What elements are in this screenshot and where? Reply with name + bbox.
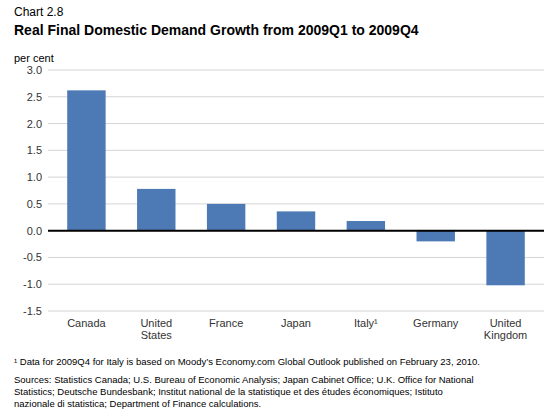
y-tick-label: 2.5 [27, 91, 42, 103]
zero-line [48, 230, 544, 232]
title: Real Final Domestic Demand Growth from 2… [14, 22, 419, 38]
x-tick-label-line: France [209, 317, 243, 329]
chart-label: Chart 2.8 [14, 5, 64, 19]
x-tick-label: UnitedStates [140, 317, 172, 341]
footnote: ¹ Data for 2009Q4 for Italy is based on … [14, 356, 480, 367]
x-tick-label: Canada [67, 317, 106, 329]
chart: Chart 2.8 Real Final Domestic Demand Grow… [0, 0, 560, 417]
x-tick-label: UnitedKingdom [484, 317, 527, 341]
grid-line [48, 150, 544, 151]
grid-line [48, 123, 544, 124]
bars [67, 90, 525, 285]
x-tick-label-line: Germany [413, 317, 459, 329]
x-tick-label: France [209, 317, 243, 329]
bar [347, 221, 385, 231]
bar [486, 231, 524, 286]
x-tick-label: Italy¹ [354, 317, 378, 329]
grid-line [48, 257, 544, 258]
footnote: Sources: Statistics Canada; U.S. Bureau … [14, 374, 474, 409]
grid-line [48, 177, 544, 178]
footnote-line: Statistics; Deutsche Bundesbank; Institu… [14, 386, 443, 397]
y-tick-label: 2.0 [27, 118, 42, 130]
x-tick-label-line: Italy¹ [354, 317, 378, 329]
x-tick-label-line: Japan [281, 317, 311, 329]
bar [207, 204, 245, 231]
bar [67, 90, 105, 230]
x-tick-label: Germany [413, 317, 459, 329]
grid-line [48, 96, 544, 97]
y-tick-label: 0.5 [27, 198, 42, 210]
y-axis-label: per cent [14, 52, 54, 64]
y-tick-label: 1.5 [27, 144, 42, 156]
y-tick-label: 1.0 [27, 171, 42, 183]
y-tick-label: -1.5 [23, 305, 42, 317]
x-tick-label-line: Canada [67, 317, 106, 329]
footnote-line: ¹ Data for 2009Q4 for Italy is based on … [14, 356, 480, 367]
x-tick-label-line: States [141, 329, 173, 341]
x-tick-label-line: United [490, 317, 522, 329]
footnote-line: Sources: Statistics Canada; U.S. Bureau … [14, 374, 474, 385]
y-tick-label: 0.0 [27, 225, 42, 237]
y-tick-label: 3.0 [27, 64, 42, 76]
bar [417, 231, 455, 242]
grid-line [48, 284, 544, 285]
grid-line [48, 311, 544, 312]
x-tick-label-line: Kingdom [484, 329, 527, 341]
y-tick-label: -0.5 [23, 251, 42, 263]
x-tick-label-line: United [140, 317, 172, 329]
y-tick-label: -1.0 [23, 278, 42, 290]
grid-line [48, 230, 544, 231]
x-tick-label: Japan [281, 317, 311, 329]
bar [137, 189, 175, 231]
background [0, 0, 560, 417]
grid [48, 70, 544, 311]
grid-line [48, 70, 544, 71]
footnote-line: nazionale di statistica; Department of F… [14, 398, 261, 409]
grid-line [48, 203, 544, 204]
bar [277, 211, 315, 230]
